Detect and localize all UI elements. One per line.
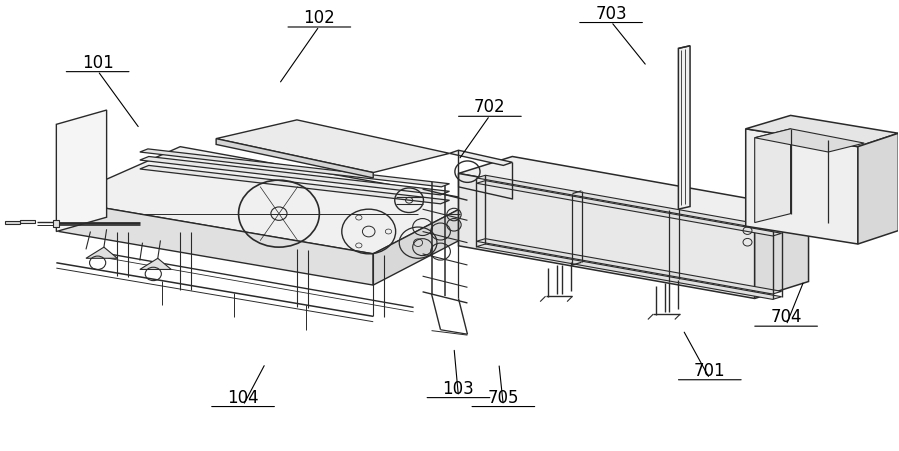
Polygon shape [53,221,59,228]
Polygon shape [21,221,35,224]
Polygon shape [373,201,476,285]
Polygon shape [754,210,808,299]
Polygon shape [140,157,450,195]
Polygon shape [57,111,107,232]
Polygon shape [216,139,373,179]
Polygon shape [476,239,781,295]
Polygon shape [5,221,21,225]
Polygon shape [754,129,790,223]
Polygon shape [458,174,754,299]
Polygon shape [140,166,450,204]
Polygon shape [476,181,781,236]
Polygon shape [476,176,781,231]
Text: 104: 104 [227,388,259,406]
Polygon shape [140,150,450,188]
Polygon shape [59,201,373,285]
Polygon shape [754,129,864,153]
Text: 705: 705 [487,388,519,406]
Text: 103: 103 [442,379,475,397]
Polygon shape [476,244,781,300]
Text: 703: 703 [595,5,627,23]
Polygon shape [450,151,512,166]
Text: 102: 102 [304,9,335,27]
Polygon shape [679,46,690,210]
Polygon shape [86,248,118,259]
Polygon shape [745,116,898,147]
Polygon shape [59,147,476,254]
Polygon shape [458,157,808,227]
Text: 704: 704 [770,308,802,326]
Text: 701: 701 [694,361,725,379]
Text: 702: 702 [474,98,506,116]
Polygon shape [140,259,171,270]
Polygon shape [216,120,450,173]
Polygon shape [858,134,898,244]
Polygon shape [745,129,858,244]
Text: 101: 101 [82,54,113,72]
